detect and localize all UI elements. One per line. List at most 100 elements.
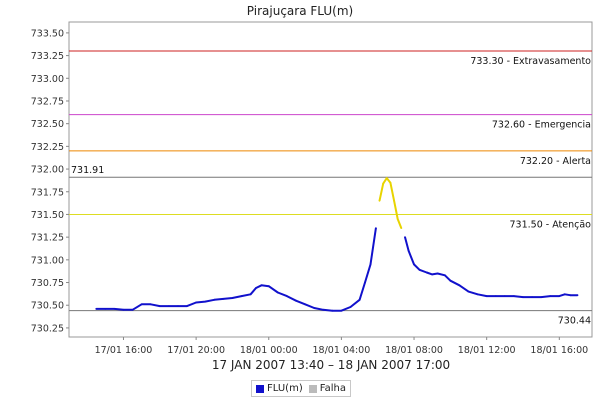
series-point-flu <box>467 290 470 293</box>
series-layer <box>95 177 579 312</box>
y-tick-label: 733.00 <box>31 74 64 85</box>
legend: FLU(m) Falha <box>251 380 351 397</box>
series-point-flu <box>458 284 461 287</box>
y-tick-label: 730.50 <box>31 301 64 312</box>
series-point-flu <box>122 308 125 311</box>
reference-line-label: 730.44 <box>558 316 591 327</box>
series-point-flu <box>393 199 395 202</box>
series-point-flu <box>425 271 428 274</box>
series-point-flu <box>158 305 161 307</box>
series-point-flu <box>558 295 561 297</box>
series-point-flu <box>549 295 552 297</box>
series-point-flu <box>418 268 421 271</box>
x-tick-label: 18/01 04:00 <box>313 345 371 356</box>
legend-swatch-falha <box>308 384 317 393</box>
series-point-flu <box>231 297 234 299</box>
y-tick-label: 732.00 <box>31 165 64 176</box>
series-point-flu <box>204 300 207 303</box>
series-point-flu <box>364 281 366 284</box>
series-point-flu <box>540 296 543 298</box>
series-point-flu <box>295 299 297 302</box>
series-point-flu <box>222 298 225 300</box>
y-tick-label: 733.25 <box>31 51 64 62</box>
reference-lines: 733.30 - Extravasamento 732.60 - Emergenc… <box>69 50 592 327</box>
series-point-flu <box>349 306 352 308</box>
series-point-flu <box>531 296 533 298</box>
series-point-flu <box>404 236 406 239</box>
chart-title: Pirajuçara FLU(m) <box>247 4 353 18</box>
series-point-flu <box>267 285 270 288</box>
series-point-flu <box>476 293 479 296</box>
series-point-flu <box>369 263 372 266</box>
series-point-flu <box>389 181 392 184</box>
x-axis: 17/01 16:00 17/01 20:00 18/01 00:00 18/01 0… <box>95 337 588 356</box>
series-line-flu <box>404 236 578 299</box>
series-point-flu <box>140 303 143 306</box>
series-point-flu <box>576 294 579 297</box>
legend-label-flu: FLU(m) <box>267 383 303 394</box>
series-point-flu <box>304 303 306 306</box>
series-point-flu <box>385 177 388 180</box>
x-tick-label: 18/01 16:00 <box>530 345 588 356</box>
y-tick-label: 733.50 <box>31 28 64 39</box>
x-tick-label: 18/01 12:00 <box>458 345 516 356</box>
y-tick-label: 730.25 <box>31 323 64 334</box>
series-point-flu <box>485 295 488 297</box>
series-point-flu <box>168 305 170 307</box>
series-point-flu <box>522 296 524 298</box>
plot-area <box>68 21 593 338</box>
y-tick-label: 731.25 <box>31 233 64 244</box>
series-point-flu <box>213 298 216 301</box>
series-point-flu <box>177 305 179 307</box>
legend-swatch-flu <box>256 384 265 393</box>
series-point-flu <box>431 273 434 276</box>
series-point-flu <box>255 287 257 289</box>
series-point-flu <box>413 263 415 266</box>
series-point-flu <box>375 227 377 230</box>
reference-line-label: 733.30 - Extravasamento <box>470 56 591 67</box>
x-tick-label: 18/01 08:00 <box>385 345 443 356</box>
series-point-flu <box>286 295 288 297</box>
series-point-flu <box>503 295 506 297</box>
series-point-flu <box>195 301 198 304</box>
y-tick-label: 731.75 <box>31 187 64 198</box>
series-point-flu <box>260 284 263 287</box>
series-point-flu <box>436 272 439 275</box>
series-point-flu <box>382 182 385 185</box>
reference-line-label: 732.20 - Alerta <box>520 156 591 167</box>
series-line-flu <box>96 227 377 312</box>
series-point-flu <box>407 249 410 252</box>
legend-item-falha: Falha <box>308 383 346 394</box>
series-point-flu <box>444 274 446 277</box>
series-point-flu <box>378 199 381 202</box>
series-point-flu <box>95 308 98 310</box>
x-axis-label: 17 JAN 2007 13:40 – 18 JAN 2007 17:00 <box>212 358 450 372</box>
y-tick-label: 731.00 <box>31 255 64 266</box>
series-point-flu <box>400 227 403 230</box>
series-point-flu <box>513 295 515 297</box>
y-axis: 733.50 733.25 733.00 732.75 732.50 732.25 732.… <box>31 28 69 334</box>
x-tick-label: 17/01 20:00 <box>167 345 225 356</box>
series-point-flu <box>340 309 343 312</box>
series-point-flu <box>396 218 399 220</box>
reference-line-label: 731.91 <box>71 165 104 176</box>
x-tick-label: 17/01 16:00 <box>95 345 153 356</box>
series-point-flu <box>131 308 134 311</box>
y-tick-label: 732.75 <box>31 96 64 107</box>
x-tick-label: 18/01 00:00 <box>240 345 298 356</box>
series-point-flu <box>104 308 107 310</box>
series-point-flu <box>358 298 361 301</box>
y-tick-label: 731.50 <box>31 210 64 221</box>
series-point-flu <box>113 308 116 310</box>
legend-label-falha: Falha <box>319 383 346 394</box>
series-point-flu <box>249 293 252 296</box>
reference-line-label: 732.60 - Emergencia <box>492 120 591 131</box>
series-point-flu <box>322 308 325 311</box>
y-tick-label: 730.75 <box>31 278 64 289</box>
y-tick-label: 732.25 <box>31 142 64 153</box>
reference-line-label: 731.50 - Atenção <box>510 219 592 230</box>
series-point-flu <box>569 294 572 297</box>
series-point-flu <box>563 293 566 296</box>
series-point-flu <box>186 305 188 307</box>
